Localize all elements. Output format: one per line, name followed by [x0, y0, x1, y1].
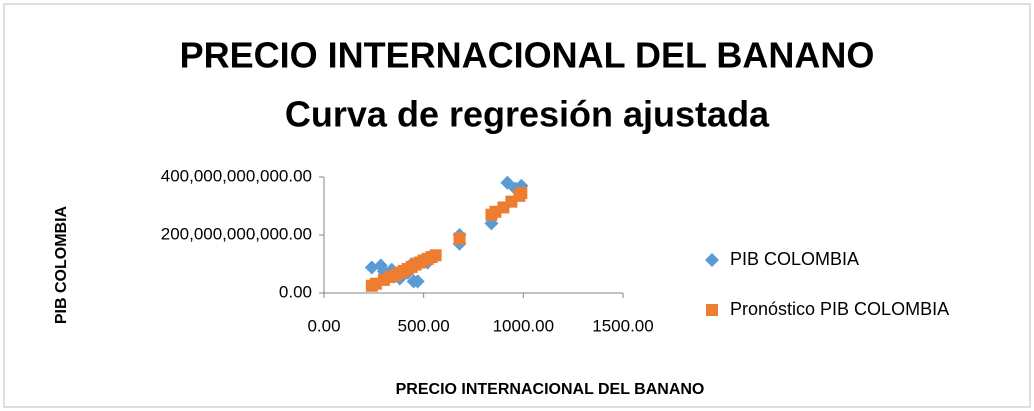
y-axis-title: PIB COLOMBIA [53, 205, 70, 324]
x-tick-label: 0.00 [307, 316, 340, 335]
x-tick-label: 1500.00 [592, 316, 653, 335]
legend-label: PIB COLOMBIA [730, 249, 859, 269]
data-point [515, 186, 528, 199]
data-point [410, 274, 425, 289]
data-point [505, 195, 518, 208]
legend-label: Pronóstico PIB COLOMBIA [730, 299, 949, 319]
y-tick-label: 400,000,000,000.00 [161, 166, 312, 185]
y-tick-label: 200,000,000,000.00 [161, 224, 312, 243]
legend-marker [705, 253, 719, 267]
x-tick-label: 1000.00 [493, 316, 554, 335]
data-point [429, 249, 442, 262]
x-tick-label: 500.00 [398, 316, 450, 335]
chart-subtitle: Curva de regresión ajustada [285, 94, 770, 135]
legend-marker [706, 304, 718, 316]
chart-title: PRECIO INTERNACIONAL DEL BANANO [180, 35, 875, 76]
y-tick-label: 0.00 [279, 282, 312, 301]
x-axis-title: PRECIO INTERNACIONAL DEL BANANO [396, 381, 705, 398]
data-point [453, 232, 466, 245]
